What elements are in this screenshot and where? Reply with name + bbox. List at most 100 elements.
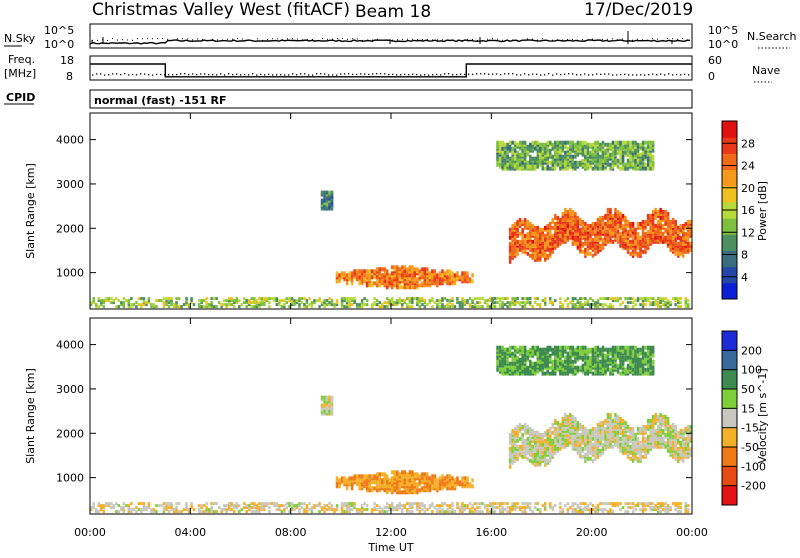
velocity-cell: [481, 510, 484, 513]
power-cell: [439, 271, 442, 275]
power-cell: [401, 299, 404, 302]
power-cell: [564, 151, 567, 155]
nave-dot: [468, 74, 469, 75]
nave-dot: [388, 74, 389, 75]
nsearch-dot: [292, 38, 293, 39]
power-cell: [394, 265, 397, 269]
nsearch-dot: [327, 39, 328, 40]
nsearch-dot: [612, 38, 613, 39]
power-cell: [597, 159, 600, 163]
velocity-cell: [376, 508, 379, 511]
power-cell: [98, 297, 101, 300]
velocity-cell: [414, 490, 417, 494]
velocity-cell: [664, 506, 667, 509]
power-cell: [584, 145, 587, 149]
nsearch-dot: [477, 40, 478, 41]
nave-dot: [276, 74, 277, 75]
velocity-cell: [564, 413, 567, 417]
velocity-cell: [602, 508, 605, 511]
nave-dot: [368, 74, 369, 75]
velocity-cell: [662, 508, 665, 511]
power-cell: [514, 149, 517, 153]
velocity-cell: [532, 370, 535, 374]
power-cell: [514, 246, 517, 250]
velocity-cell: [629, 427, 632, 431]
power-cell: [609, 238, 612, 242]
power-cell: [331, 191, 334, 195]
velocity-cell: [559, 506, 562, 509]
power-cell: [677, 297, 680, 300]
power-cell: [597, 141, 600, 145]
power-cell: [577, 228, 580, 232]
power-cell: [527, 220, 530, 224]
velocity-cell: [281, 510, 284, 513]
power-cell: [617, 230, 620, 234]
nave-dot: [508, 73, 509, 74]
velocity-cell: [501, 506, 504, 509]
nsearch-dot: [192, 39, 193, 40]
nave-dot: [92, 74, 93, 75]
velocity-cell: [604, 502, 607, 505]
nave-label: Nave: [752, 64, 780, 77]
nsearch-dot: [382, 40, 383, 41]
velocity-cell: [183, 508, 186, 511]
velocity-cell: [504, 356, 507, 360]
power-cell: [619, 167, 622, 171]
velocity-cell: [228, 502, 231, 505]
power-cell: [574, 238, 577, 242]
nave-dot: [500, 74, 501, 75]
velocity-cell: [296, 504, 299, 507]
velocity-cell: [594, 506, 597, 509]
nave-dot: [304, 73, 305, 74]
nsearch-dot: [457, 40, 458, 41]
velocity-cell: [564, 443, 567, 447]
velocity-cell: [537, 346, 540, 350]
velocity-cell: [629, 502, 632, 505]
nsearch-dot: [672, 38, 673, 39]
velocity-cell: [544, 356, 547, 360]
nave-dot: [460, 74, 461, 75]
power-cell: [617, 297, 620, 300]
power-cell: [456, 271, 459, 275]
velocity-cell: [674, 457, 677, 461]
power-cell: [476, 301, 479, 304]
power-y-label: Slant Range [km]: [24, 163, 37, 259]
power-cell: [657, 210, 660, 214]
power-cell: [379, 301, 382, 304]
power-cell: [205, 301, 208, 304]
power-cell: [549, 226, 552, 230]
power-cell: [554, 214, 557, 218]
velocity-cell: [110, 502, 113, 505]
velocity-cell: [203, 510, 206, 513]
power-cell: [552, 301, 555, 304]
velocity-cell: [454, 484, 457, 488]
velocity-cell: [506, 360, 509, 364]
power-cell: [446, 299, 449, 302]
velocity-cell: [634, 504, 637, 507]
power-cell: [569, 236, 572, 240]
power-cell: [404, 269, 407, 273]
power-cell: [680, 224, 683, 228]
power-cell: [529, 301, 532, 304]
nave-dot: [124, 73, 125, 74]
velocity-cell: [549, 453, 552, 457]
velocity-cell: [579, 443, 582, 447]
power-cell: [336, 271, 339, 275]
velocity-cell: [532, 510, 535, 513]
power-cell: [476, 305, 479, 308]
nsearch-dot: [667, 38, 668, 39]
power-cell: [298, 303, 301, 306]
power-cell: [622, 301, 625, 304]
power-cell: [639, 222, 642, 226]
velocity-cell: [421, 480, 424, 484]
velocity-cell: [534, 459, 537, 463]
power-cell: [599, 143, 602, 147]
power-cell: [652, 297, 655, 300]
power-cell: [456, 297, 459, 300]
velocity-cell: [559, 502, 562, 505]
nave-dot: [688, 74, 689, 75]
power-cell: [627, 141, 630, 145]
power-cell: [519, 222, 522, 226]
velocity-cell: [524, 502, 527, 505]
